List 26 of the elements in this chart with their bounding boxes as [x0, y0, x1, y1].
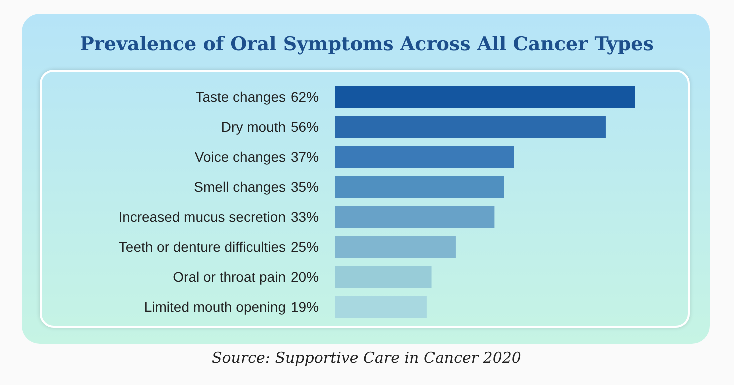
data-label: 56% — [291, 119, 320, 135]
y-tick-label: Taste changes — [196, 88, 286, 105]
data-label: 20% — [291, 269, 320, 285]
bar — [335, 116, 606, 138]
source-note: Source: Supportive Care in Cancer 2020 — [212, 349, 522, 367]
y-tick-label: Dry mouth — [221, 118, 286, 135]
bar — [335, 206, 495, 228]
data-label: 62% — [291, 89, 320, 105]
y-tick-label: Teeth or denture difficulties — [118, 238, 286, 255]
data-label: 37% — [291, 149, 320, 165]
y-tick-label: Smell changes — [194, 178, 286, 195]
bar — [335, 296, 427, 318]
bar — [335, 236, 456, 258]
data-label: 33% — [291, 209, 320, 225]
y-tick-label: Limited mouth opening — [144, 298, 286, 315]
bar — [335, 266, 432, 288]
data-label: 35% — [291, 179, 320, 195]
bar — [335, 146, 514, 168]
bar — [335, 86, 635, 108]
data-label: 25% — [291, 239, 320, 255]
data-label: 19% — [291, 299, 320, 315]
chart-title: Prevalence of Oral Symptoms Across All Cancer Types — [80, 34, 654, 56]
bar — [335, 176, 504, 198]
y-tick-label: Increased mucus secretion — [118, 208, 286, 225]
y-tick-label: Oral or throat pain — [173, 268, 286, 285]
y-tick-label: Voice changes — [194, 148, 286, 165]
